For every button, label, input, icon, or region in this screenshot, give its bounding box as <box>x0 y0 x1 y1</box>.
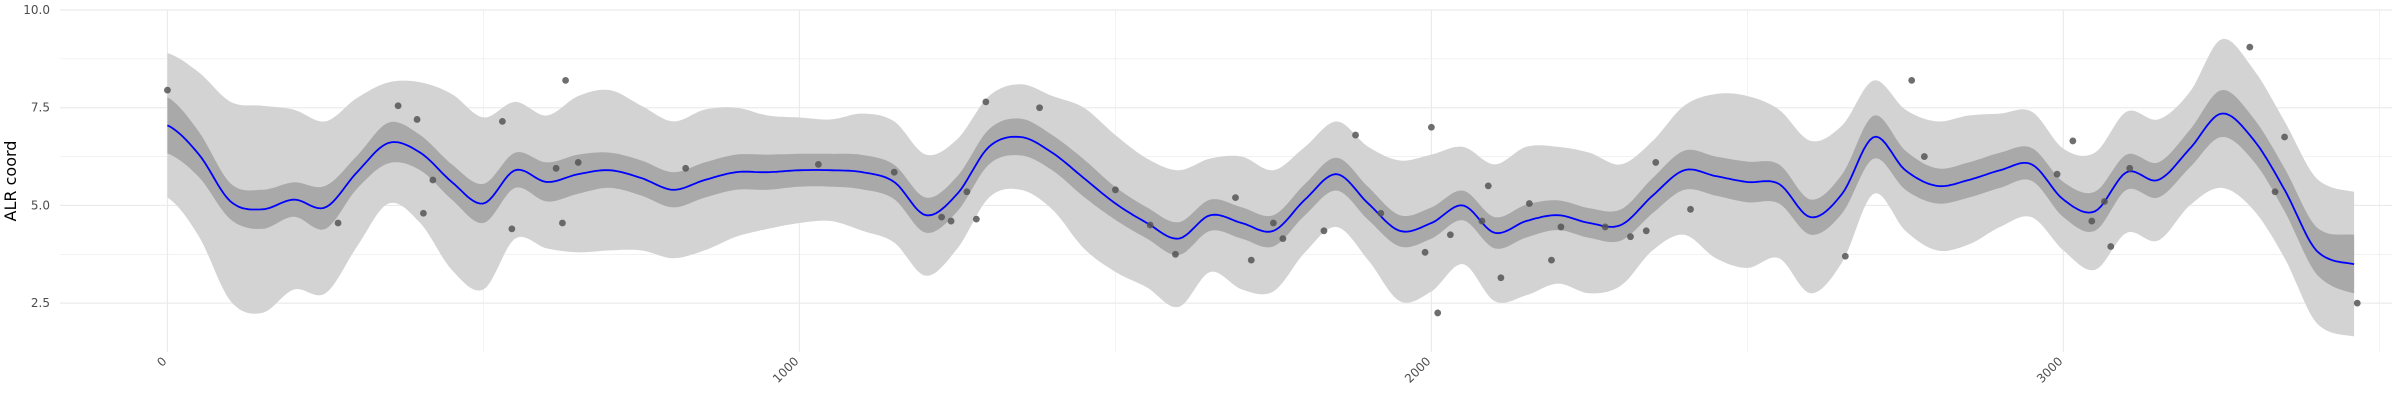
data-points <box>164 43 2361 317</box>
data-point <box>508 225 516 233</box>
mean-line <box>166 112 2355 265</box>
data-point <box>1172 250 1179 258</box>
data-point <box>1036 104 1043 112</box>
data-point <box>429 176 437 184</box>
data-point <box>938 213 946 221</box>
data-point <box>2107 243 2115 250</box>
data-point <box>1232 194 1239 202</box>
data-point <box>1247 256 1255 264</box>
data-point <box>1446 231 1454 239</box>
data-point <box>1427 123 1435 131</box>
data-point <box>552 164 560 172</box>
data-point <box>2053 170 2061 178</box>
data-point <box>1478 217 1486 225</box>
y-tick-label: 10.0 <box>23 3 50 17</box>
outer-confidence-band <box>167 38 2355 337</box>
data-point <box>559 219 566 227</box>
data-point <box>1557 223 1565 231</box>
data-point <box>814 160 822 168</box>
data-point <box>1841 252 1849 260</box>
data-point <box>2271 188 2279 196</box>
data-point <box>1627 233 1634 241</box>
data-point <box>562 76 569 84</box>
data-point <box>2281 133 2288 141</box>
data-point <box>982 98 990 106</box>
data-point <box>164 86 171 94</box>
data-point <box>682 164 690 172</box>
y-tick-label: 2.5 <box>31 296 50 310</box>
data-point <box>1652 159 1660 166</box>
data-point <box>1377 209 1385 217</box>
data-point <box>413 116 421 123</box>
data-point <box>1434 309 1442 317</box>
data-point <box>1687 205 1694 213</box>
data-point <box>972 215 980 223</box>
data-point <box>1112 186 1119 194</box>
data-point <box>1497 274 1505 282</box>
data-point <box>1642 227 1650 235</box>
data-point <box>2246 43 2254 51</box>
data-point <box>394 102 402 110</box>
data-point <box>334 219 342 227</box>
data-point <box>963 188 971 196</box>
data-point <box>2101 198 2108 205</box>
y-axis-title: ALR coord <box>1 141 20 222</box>
data-point <box>1421 248 1429 256</box>
data-point <box>2069 137 2077 145</box>
inner-confidence-band <box>167 90 2355 294</box>
data-point <box>2126 164 2134 172</box>
data-point <box>498 117 506 125</box>
data-point <box>1920 153 1928 160</box>
data-point <box>1269 219 1277 227</box>
y-tick-label: 5.0 <box>31 198 50 212</box>
data-point <box>1525 200 1533 207</box>
data-point <box>1279 235 1287 243</box>
data-point <box>1484 182 1492 190</box>
data-point <box>1352 131 1359 139</box>
data-point <box>947 217 955 225</box>
data-point <box>574 159 582 166</box>
data-point <box>2088 217 2096 225</box>
y-tick-label: 7.5 <box>31 101 50 115</box>
data-point <box>1548 256 1555 264</box>
data-point <box>419 209 427 217</box>
y-axis-tick-labels: 2.5 5.0 7.5 10.0 <box>23 3 50 310</box>
data-point <box>1601 223 1609 231</box>
data-point <box>890 168 898 176</box>
data-point <box>2353 299 2361 307</box>
data-point <box>1908 76 1916 84</box>
data-point <box>1146 221 1154 229</box>
data-point <box>1320 227 1328 235</box>
